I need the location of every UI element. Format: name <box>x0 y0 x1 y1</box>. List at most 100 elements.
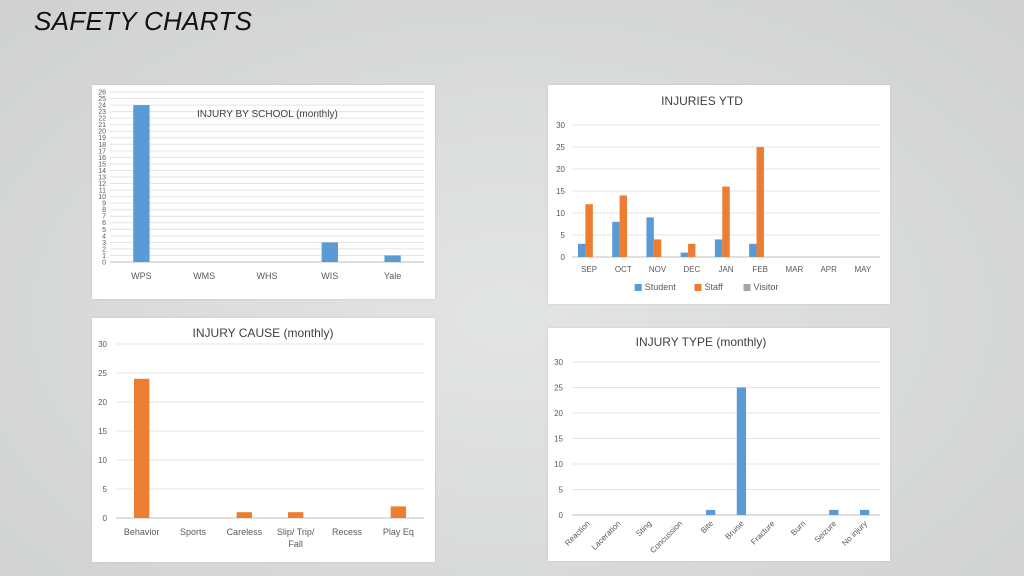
y-tick-label: 30 <box>98 340 107 349</box>
injury-by-school-svg: 0123456789101112131415161718192021222324… <box>98 89 424 281</box>
bar-wps <box>133 105 150 262</box>
y-tick-label: 10 <box>98 456 107 465</box>
y-tick-label: 20 <box>98 398 107 407</box>
x-tick-label: OCT <box>615 265 632 274</box>
y-tick-label: 5 <box>102 227 106 234</box>
injuries-ytd-chart: 0 5 10 15 20 25 30 INJURIES YTD SEP OCT NOV DEC JAN F… <box>548 85 890 304</box>
y-tick-label: 30 <box>556 121 565 130</box>
y-tick-label: 12 <box>98 181 106 188</box>
chart-title: INJURY BY SCHOOL (monthly) <box>197 109 338 120</box>
x-tick-label: WMS <box>193 271 215 281</box>
y-tick-label: 15 <box>556 187 565 196</box>
legend-swatch <box>634 284 642 291</box>
y-tick-label: 7 <box>102 214 106 221</box>
x-tick-label: Bruise <box>723 519 746 542</box>
y-tick-label: 21 <box>98 122 106 129</box>
x-tick-label: MAY <box>855 265 872 274</box>
y-tick-label: 0 <box>103 514 108 523</box>
x-tick-label: APR <box>820 265 837 274</box>
bar-play-eq <box>390 506 407 518</box>
y-tick-label: 15 <box>98 427 107 436</box>
bar-slip-trip-fall <box>287 512 304 518</box>
y-tick-label: 4 <box>102 233 106 240</box>
x-tick-label: Concussion <box>648 519 684 555</box>
injuries-ytd-svg: 0 5 10 15 20 25 30 INJURIES YTD SEP OCT NOV DEC JAN F… <box>556 94 880 292</box>
y-tick-label: 10 <box>98 194 106 201</box>
bar-student-feb <box>749 243 757 257</box>
x-tick-label: Burn <box>789 519 807 537</box>
y-tick-label: 18 <box>98 142 106 149</box>
x-tick-label: WIS <box>321 271 338 281</box>
chart-title: INJURIES YTD <box>661 94 743 108</box>
y-tick-label: 0 <box>561 253 566 262</box>
y-tick-label: 13 <box>98 174 106 181</box>
x-tick-label: WHS <box>257 271 278 281</box>
x-tick-label: FEB <box>752 265 768 274</box>
x-tick-label: JAN <box>718 265 733 274</box>
y-tick-label: 25 <box>98 96 106 103</box>
y-tick-label: 10 <box>556 209 565 218</box>
bar-student-nov <box>646 217 654 257</box>
injury-cause-chart: 0 5 10 15 20 25 30 INJURY CAUSE (monthly) Behavi… <box>92 318 435 562</box>
x-tick-label: Sports <box>180 527 207 537</box>
y-tick-label: 0 <box>559 511 564 520</box>
chart-title: INJURY CAUSE (monthly) <box>193 326 334 340</box>
x-tick-label: Play Eq <box>383 527 414 537</box>
y-tick-label: 5 <box>559 485 564 494</box>
x-tick-label: Fracture <box>749 519 777 547</box>
x-tick-label: Laceration <box>590 519 623 552</box>
y-tick-label: 14 <box>98 168 106 175</box>
y-tick-label: 1 <box>102 253 106 260</box>
y-tick-label: 5 <box>561 231 566 240</box>
bar-bite <box>705 509 716 515</box>
y-tick-label: 3 <box>102 240 106 247</box>
x-tick-label: Careless <box>227 527 263 537</box>
y-tick-label: 22 <box>98 116 106 123</box>
injury-by-school-chart: 0 1 2 3 4 5 6 7 8 9 10 11 12 13 14 15 16 17 18 19 20 21 22 23 24… <box>92 85 435 299</box>
legend-swatch <box>694 284 702 291</box>
y-tick-label: 24 <box>98 103 106 110</box>
y-tick-label: 30 <box>554 358 563 367</box>
bar-wis <box>321 242 338 262</box>
x-tick-label: MAR <box>786 265 804 274</box>
bar-staff-nov <box>653 239 662 257</box>
y-tick-label: 0 <box>102 259 106 266</box>
y-tick-label: 15 <box>98 161 106 168</box>
injury-type-chart: 0 5 10 15 20 25 30 INJURY TYPE (monthly) Reactio… <box>548 328 890 561</box>
bar-staff-dec <box>688 243 696 257</box>
legend-label: Staff <box>705 282 724 292</box>
x-tick-label: Bite <box>699 519 716 536</box>
bar-behavior <box>133 378 150 518</box>
y-tick-label: 2 <box>102 246 106 253</box>
x-tick-label: No injury <box>840 519 869 548</box>
y-tick-label: 10 <box>554 460 563 469</box>
y-tick-label: 20 <box>98 129 106 136</box>
x-tick-label: SEP <box>581 265 597 274</box>
chart-title: INJURY TYPE (monthly) <box>636 335 767 349</box>
page-title: SAFETY CHARTS <box>34 6 253 36</box>
y-tick-label: 16 <box>98 155 106 162</box>
y-tick-label: 17 <box>98 148 106 155</box>
bar-seizure <box>829 509 839 515</box>
injury-cause-svg: 0 5 10 15 20 25 30 INJURY CAUSE (monthly) Behavi… <box>98 326 424 549</box>
x-tick-label: Slip/ Trip/ <box>277 527 315 537</box>
y-tick-label: 6 <box>102 220 106 227</box>
y-tick-label: 8 <box>102 207 106 214</box>
bar-staff-jan <box>722 186 730 257</box>
x-tick-label: Reaction <box>563 519 592 548</box>
bar-staff-sep <box>585 204 593 257</box>
y-tick-label: 19 <box>98 135 106 142</box>
legend-label: Visitor <box>754 282 779 292</box>
y-tick-label: 26 <box>98 89 106 96</box>
bar-no-injury <box>859 509 870 515</box>
bar-student-oct <box>612 221 620 257</box>
bar-student-dec <box>680 252 689 257</box>
x-tick-label: DEC <box>683 265 700 274</box>
injury-type-svg: 0 5 10 15 20 25 30 INJURY TYPE (monthly) Reactio… <box>554 335 880 555</box>
y-tick-label: 20 <box>556 165 565 174</box>
legend-label: Student <box>645 282 677 292</box>
y-tick-label: 25 <box>554 383 563 392</box>
x-tick-label: Recess <box>332 527 363 537</box>
y-tick-label: 25 <box>556 143 565 152</box>
bar-careless <box>236 512 253 518</box>
